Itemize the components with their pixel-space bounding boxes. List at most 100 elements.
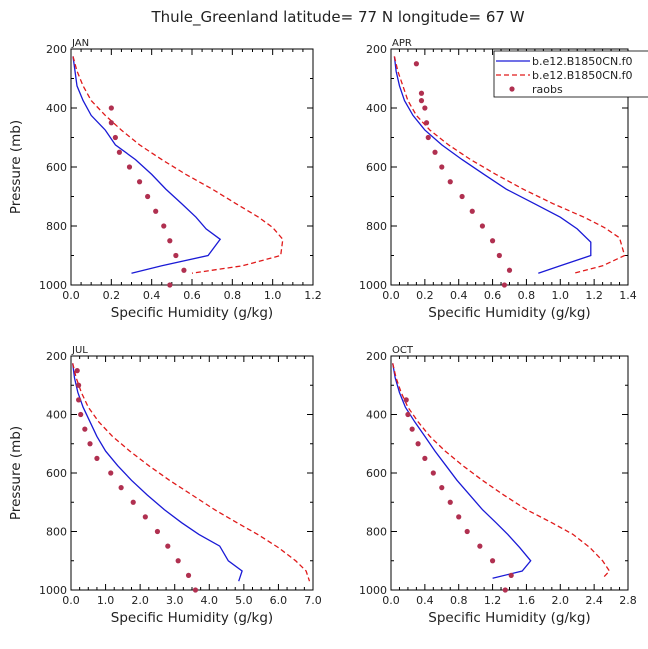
panel-oct: OCT 0.0 0.4 0.8 1.2 1.6 2.0 2.4 2.8 200 400 600 800 1… bbox=[359, 345, 637, 626]
legend-label: raobs bbox=[532, 83, 563, 96]
raobs-point bbox=[479, 223, 486, 229]
raobs-point bbox=[415, 441, 421, 447]
raobs-point bbox=[76, 397, 82, 403]
panel-apr: APR 0.0 0.2 0.4 0.6 0.8 1.0 1.2 1.4 200 400 600 800 1… bbox=[359, 38, 637, 321]
legend-frame bbox=[493, 50, 648, 98]
model-line-solid bbox=[393, 56, 592, 274]
y-tick-label: 800 bbox=[366, 220, 387, 233]
raobs-point bbox=[167, 282, 173, 288]
x-tick-label: 1.0 bbox=[264, 289, 282, 302]
x-tick-label: 6.0 bbox=[270, 594, 288, 607]
x-tick-label: 1.6 bbox=[518, 594, 536, 607]
y-tick-label: 400 bbox=[366, 409, 387, 422]
x-tick-label: 2.0 bbox=[552, 594, 570, 607]
raobs-point bbox=[422, 455, 428, 461]
y-tick-label: 800 bbox=[46, 220, 67, 233]
raobs-point bbox=[489, 558, 496, 564]
y-tick-label: 200 bbox=[46, 350, 67, 363]
raobs-point bbox=[459, 193, 465, 200]
raobs-point bbox=[501, 282, 508, 288]
raobs-point bbox=[130, 499, 136, 505]
x-tick-label: 2.4 bbox=[585, 594, 603, 607]
panel-label: APR bbox=[392, 38, 412, 49]
raobs-point bbox=[192, 587, 199, 593]
raobs-point bbox=[161, 223, 167, 229]
raobs-point bbox=[82, 426, 88, 432]
y-tick-label: 1000 bbox=[359, 279, 387, 292]
raobs-point bbox=[432, 149, 438, 155]
raobs-point bbox=[439, 485, 445, 491]
raobs-point bbox=[447, 179, 453, 185]
x-tick-label: 0.2 bbox=[103, 289, 121, 302]
x-axis-label: Specific Humidity (g/kg) bbox=[428, 305, 590, 321]
raobs-point bbox=[181, 267, 187, 273]
y-tick-label: 600 bbox=[366, 161, 387, 174]
raobs-point bbox=[508, 572, 514, 578]
legend-item: raobs bbox=[509, 83, 563, 96]
raobs-point bbox=[78, 411, 84, 418]
raobs-point bbox=[173, 252, 179, 259]
raobs-point bbox=[112, 134, 118, 141]
raobs-point bbox=[413, 61, 419, 67]
legend-item: b.e12.B1850CN.f0 bbox=[496, 55, 633, 68]
x-tick-label: 7.0 bbox=[304, 594, 322, 607]
x-tick-label: 0.0 bbox=[382, 594, 400, 607]
raobs-point bbox=[108, 120, 114, 126]
raobs-point bbox=[464, 528, 470, 535]
raobs-point bbox=[418, 98, 425, 104]
raobs-point bbox=[165, 543, 171, 549]
model-line-solid bbox=[392, 363, 532, 579]
raobs-point bbox=[136, 179, 143, 185]
x-tick-label: 0.4 bbox=[143, 289, 161, 302]
model-line-dashed bbox=[393, 56, 626, 274]
panels: JAN 0.0 0.2 0.4 0.6 0.8 1.0 1.2 200 400 600 800 1000… bbox=[8, 38, 637, 626]
x-tick-label: 3.0 bbox=[166, 594, 184, 607]
y-tick-label: 600 bbox=[366, 467, 387, 480]
y-tick-label: 400 bbox=[46, 409, 67, 422]
model-line-solid bbox=[72, 363, 243, 582]
raobs-point bbox=[447, 499, 453, 505]
panel-label: JAN bbox=[71, 38, 89, 49]
y-tick-label: 200 bbox=[46, 43, 67, 56]
x-tick-label: 1.0 bbox=[97, 594, 115, 607]
y-axis-label: Pressure (mb) bbox=[8, 426, 24, 520]
x-tick-label: 1.0 bbox=[552, 289, 570, 302]
y-axis-label: Pressure (mb) bbox=[8, 120, 24, 214]
raobs-point bbox=[142, 514, 148, 520]
x-tick-label: 1.2 bbox=[484, 594, 502, 607]
x-tick-label: 0.4 bbox=[450, 289, 468, 302]
x-tick-label: 0.0 bbox=[382, 289, 400, 302]
raobs-point bbox=[175, 558, 181, 564]
y-tick-label: 800 bbox=[46, 526, 67, 539]
raobs-point bbox=[74, 368, 80, 374]
raobs-point bbox=[87, 441, 93, 447]
y-tick-label: 1000 bbox=[39, 279, 67, 292]
y-tick-label: 1000 bbox=[39, 584, 67, 597]
panel-label: OCT bbox=[392, 345, 414, 356]
raobs-point bbox=[94, 455, 100, 461]
y-tick-label: 800 bbox=[366, 526, 387, 539]
raobs-point bbox=[167, 238, 173, 244]
x-axis-label: Specific Humidity (g/kg) bbox=[428, 610, 590, 626]
raobs-point bbox=[506, 267, 513, 273]
raobs-point bbox=[477, 543, 483, 549]
raobs-point bbox=[425, 134, 431, 141]
y-tick-label: 400 bbox=[366, 102, 387, 115]
panel-label: JUL bbox=[71, 345, 88, 356]
raobs-point bbox=[403, 397, 409, 403]
y-tick-label: 200 bbox=[366, 43, 387, 56]
y-tick-label: 400 bbox=[46, 102, 67, 115]
x-tick-label: 1.4 bbox=[619, 289, 637, 302]
x-tick-label: 0.6 bbox=[484, 289, 502, 302]
x-tick-label: 0.8 bbox=[224, 289, 242, 302]
y-tick-label: 600 bbox=[46, 467, 67, 480]
legend-marker bbox=[509, 86, 515, 92]
model-line-dashed bbox=[72, 56, 284, 274]
x-tick-label: 0.8 bbox=[518, 289, 536, 302]
raobs-point bbox=[405, 411, 411, 418]
x-tick-label: 0.8 bbox=[450, 594, 468, 607]
legend-label: b.e12.B1850CN.f0 bbox=[532, 55, 633, 68]
